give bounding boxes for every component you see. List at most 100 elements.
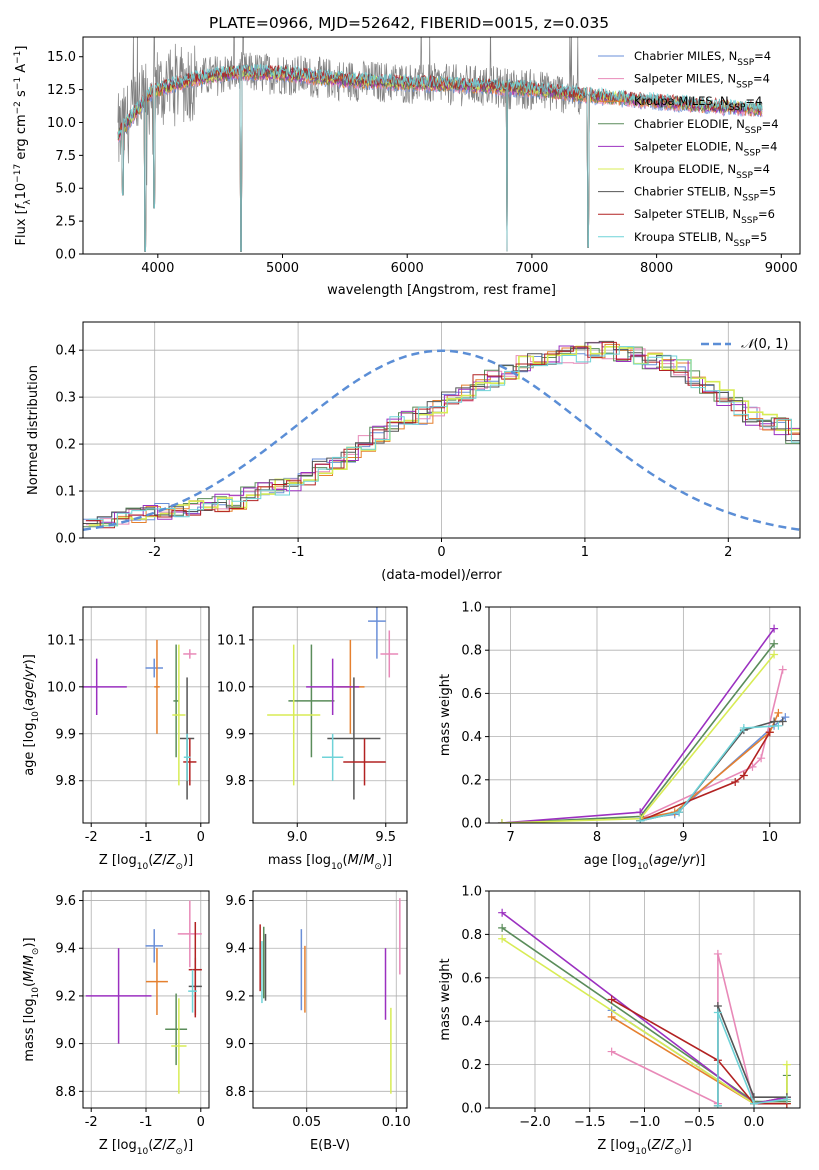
y-tick-label: 2.5 <box>55 215 76 230</box>
series-marker <box>636 816 645 823</box>
x-tick-label: -1 <box>292 545 305 560</box>
y-tick-label: 7.5 <box>55 149 76 164</box>
y-axis-label: mass [log10(M/M⊙)] <box>22 937 41 1061</box>
series-marker <box>770 624 779 633</box>
y-tick-label: 8.8 <box>55 1085 76 1100</box>
model-spectrum-line <box>117 64 763 252</box>
x-tick-label: -2 <box>85 1115 98 1130</box>
x-tick-label: -2 <box>148 545 161 560</box>
x-tick-label: 10 <box>761 830 778 845</box>
histogram-series <box>83 346 800 528</box>
y-tick-label: 9.9 <box>225 727 246 742</box>
series-line <box>639 669 784 820</box>
y-tick-label: 9.6 <box>55 894 76 909</box>
y-tick-label: 9.8 <box>225 774 246 789</box>
y-tick-label: 9.2 <box>55 989 76 1004</box>
x-axis-label: Z [log10(Z/Z⊙)] <box>99 1138 193 1157</box>
model-spectrum-line <box>117 64 763 252</box>
axes-frame: -2 -1 0 8.8 9.0 9.2 9.4 9.6 Z [log10(Z/Z⊙)] mass … <box>22 890 210 1157</box>
series-marker <box>607 1012 616 1021</box>
panel-8: −2.0 −1.5 −1.0 −0.5 0.0 0.0 0.2 0.4 0.6 0.8 1.0 Z [… <box>438 885 801 1157</box>
x-tick-label: 0.10 <box>382 1115 411 1130</box>
legend-entry: Kroupa STELIB, NSSP=5 <box>634 230 767 249</box>
y-tick-label: 5.0 <box>55 182 76 197</box>
x-tick-label: 9.0 <box>287 830 308 845</box>
series-marker <box>778 665 787 674</box>
x-tick-label: 2 <box>724 545 732 560</box>
series-line <box>611 998 787 1105</box>
axes-border <box>252 890 408 1109</box>
series-line <box>717 1012 788 1106</box>
series-marker <box>770 717 779 726</box>
axes-frame: -2 -1 0 9.8 9.9 10.0 10.1 Z [log10(Z/Z⊙)] age [l… <box>22 606 210 872</box>
y-axis-label: mass weight <box>438 958 453 1040</box>
y-tick-label: 0.2 <box>461 773 482 788</box>
legend-entry: Salpeter STELIB, NSSP=6 <box>634 207 775 226</box>
x-axis-label: E(B-V) <box>310 1138 350 1153</box>
axes-frame: 4000 5000 6000 7000 8000 9000 0.0 2.5 5.0 7.5 10.0… <box>13 14 801 298</box>
y-tick-label: 9.0 <box>225 1037 246 1052</box>
plot-area <box>83 340 800 532</box>
series-marker <box>782 1095 791 1104</box>
x-tick-label: 0 <box>437 545 445 560</box>
series-marker <box>713 1101 722 1108</box>
legend-entry: Kroupa ELODIE, NSSP=4 <box>634 162 770 181</box>
panel-2: -2 -1 0 1 2 0.0 0.1 0.2 0.3 0.4 (data-model)/error… <box>26 321 801 583</box>
x-axis-label: Z [log10(Z/Z⊙)] <box>597 1138 691 1157</box>
series-marker <box>739 723 748 732</box>
y-tick-label: 0.0 <box>55 532 76 547</box>
x-tick-label: -2 <box>85 830 98 845</box>
series-marker <box>770 650 779 659</box>
y-tick-label: 10.1 <box>47 633 76 648</box>
y-tick-label: 9.2 <box>225 989 246 1004</box>
x-tick-label: 7 <box>506 830 514 845</box>
y-tick-label: 9.0 <box>55 1037 76 1052</box>
panel-4: 9.0 9.5 9.8 9.9 10.0 10.1 mass [log10(M/M⊙)] <box>217 606 408 872</box>
y-axis-label: mass weight <box>438 674 453 756</box>
axes-frame: −2.0 −1.5 −1.0 −0.5 0.0 0.0 0.2 0.4 0.6 0.8 1.0 Z [… <box>438 885 801 1157</box>
y-tick-label: 12.5 <box>47 83 76 98</box>
x-axis-label: mass [log10(M/M⊙)] <box>268 853 392 872</box>
legend-entry: 𝒩(0, 1) <box>741 337 788 352</box>
plot-area <box>497 624 790 823</box>
y-tick-label: 0.4 <box>461 730 482 745</box>
y-tick-label: 0.0 <box>55 248 76 263</box>
y-tick-label: 0.3 <box>55 391 76 406</box>
series-marker <box>498 908 507 917</box>
y-tick-label: 0.2 <box>461 1058 482 1073</box>
series-marker <box>675 808 684 817</box>
y-axis-label: Flux [fλ10−17 erg cm−2 s−1 A−1] <box>13 46 33 246</box>
y-tick-label: 10.1 <box>217 633 246 648</box>
histogram-series <box>83 340 800 524</box>
x-tick-label: 8 <box>593 830 601 845</box>
series-marker <box>782 1060 791 1069</box>
x-axis-label: Z [log10(Z/Z⊙)] <box>99 853 193 872</box>
plot-area <box>83 639 197 800</box>
series-marker <box>713 1008 722 1017</box>
series-line <box>640 725 779 822</box>
y-tick-label: 0.2 <box>55 438 76 453</box>
y-tick-label: 0.6 <box>461 687 482 702</box>
series-marker <box>739 771 748 780</box>
series-marker <box>765 728 774 737</box>
panel-7: 0.05 0.10 8.8 9.0 9.2 9.4 9.6 E(B-V) <box>225 890 411 1153</box>
x-tick-label: 9.5 <box>375 830 396 845</box>
y-tick-label: 9.9 <box>55 727 76 742</box>
plot-area <box>117 37 763 252</box>
y-tick-label: 10.0 <box>217 680 246 695</box>
x-tick-label: -1 <box>140 830 153 845</box>
y-tick-label: 0.8 <box>461 928 482 943</box>
x-tick-label: 5000 <box>266 261 299 276</box>
x-axis-label: (data-model)/error <box>381 568 502 583</box>
x-tick-label: 0.05 <box>292 1115 321 1130</box>
panel-6: -2 -1 0 8.8 9.0 9.2 9.4 9.6 Z [log10(Z/Z⊙)] mass … <box>22 890 210 1157</box>
series-line <box>639 731 771 822</box>
x-tick-label: 0 <box>197 1115 205 1130</box>
panel-5: 7 8 9 10 0.0 0.2 0.4 0.6 0.8 1.0 age [log10(age/yr… <box>438 601 801 872</box>
y-tick-label: 10.0 <box>47 680 76 695</box>
x-tick-label: −2.0 <box>519 1115 551 1130</box>
panel-1: 4000 5000 6000 7000 8000 9000 0.0 2.5 5.0 7.5 10.0… <box>13 14 801 298</box>
y-tick-label: 0.0 <box>461 817 482 832</box>
plot-area <box>267 607 399 800</box>
